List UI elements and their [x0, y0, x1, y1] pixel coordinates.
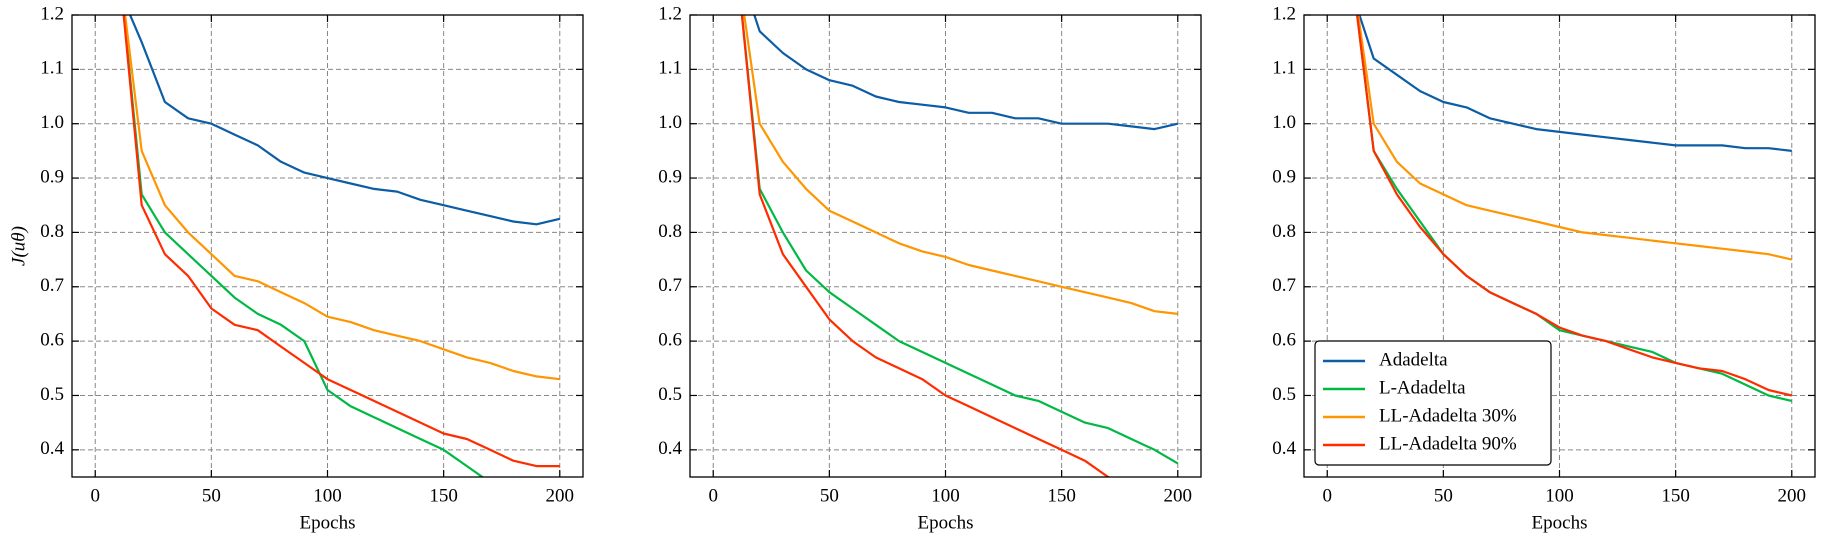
y-tick-label: 1.0 — [658, 112, 682, 133]
x-tick-label: 50 — [1434, 485, 1453, 506]
y-tick-label: 1.1 — [658, 58, 682, 79]
x-tick-label: 200 — [1778, 485, 1807, 506]
y-tick-label: 0.6 — [40, 329, 64, 350]
series-line — [124, 15, 560, 381]
legend-label: LL-Adadelta 30% — [1379, 405, 1517, 426]
x-tick-label: 100 — [1545, 485, 1574, 506]
y-tick-label: 0.8 — [658, 221, 682, 242]
plot-frame — [1303, 14, 1816, 478]
series-line — [128, 15, 561, 226]
x-tick-label: 100 — [931, 485, 960, 506]
x-tick-label: 0 — [708, 485, 718, 506]
series-line — [1356, 15, 1793, 397]
x-tick-label: 50 — [820, 485, 839, 506]
series-line — [740, 15, 1111, 477]
y-tick-label: 0.6 — [1272, 329, 1296, 350]
y-tick-label: 0.8 — [1272, 221, 1296, 242]
x-tick-label: 0 — [1322, 485, 1332, 506]
x-axis-label: Epochs — [300, 512, 356, 533]
plot-frame — [71, 14, 584, 478]
y-tick-label: 0.5 — [658, 384, 682, 405]
series-line — [122, 15, 485, 477]
series-line — [122, 15, 560, 468]
y-tick-label: 0.5 — [1272, 384, 1296, 405]
series-line — [740, 15, 1179, 465]
y-tick-label: 1.1 — [1272, 58, 1296, 79]
panel: 0.4 0.5 0.6 0.7 0.8 0.9 1.0 1.1 1.2 0 50 100 150 200 E… — [8, 3, 584, 533]
series-line — [1358, 15, 1792, 152]
y-tick-label: 1.0 — [40, 112, 64, 133]
y-axis-label: J(uθ) — [8, 226, 29, 266]
y-tick-label: 0.9 — [1272, 166, 1296, 187]
y-tick-label: 0.4 — [658, 438, 682, 459]
legend-box — [1314, 340, 1552, 466]
series-line — [743, 15, 1178, 315]
series-line — [753, 15, 1179, 131]
legend: Adadelta L-Adadelta LL-Adadelta 30% LL-Adad… — [1314, 340, 1552, 466]
series-line — [1357, 15, 1793, 261]
y-tick-label: 0.9 — [658, 166, 682, 187]
panel: 0.4 0.5 0.6 0.7 0.8 0.9 1.0 1.1 1.2 0 50 100 150 200 E… — [1272, 3, 1816, 533]
y-tick-label: 1.2 — [40, 3, 64, 24]
legend-label: LL-Adadelta 90% — [1379, 433, 1517, 454]
legend-label: L-Adadelta — [1379, 377, 1466, 398]
x-tick-label: 150 — [429, 485, 458, 506]
series-line — [1356, 15, 1793, 402]
x-tick-label: 200 — [546, 485, 575, 506]
legend-label: Adadelta — [1379, 349, 1448, 370]
y-tick-label: 0.8 — [40, 221, 64, 242]
y-tick-label: 1.0 — [1272, 112, 1296, 133]
y-tick-label: 0.4 — [1272, 438, 1296, 459]
y-tick-label: 0.7 — [658, 275, 682, 296]
y-tick-label: 0.5 — [40, 384, 64, 405]
y-tick-label: 1.2 — [658, 3, 682, 24]
y-tick-label: 0.7 — [1272, 275, 1296, 296]
y-tick-label: 0.4 — [40, 438, 64, 459]
plot-frame — [689, 14, 1202, 478]
x-tick-label: 200 — [1164, 485, 1193, 506]
x-axis-label: Epochs — [918, 512, 974, 533]
y-tick-label: 0.7 — [40, 275, 64, 296]
y-tick-label: 0.9 — [40, 166, 64, 187]
x-tick-label: 50 — [202, 485, 221, 506]
y-tick-label: 0.6 — [658, 329, 682, 350]
x-tick-label: 150 — [1047, 485, 1076, 506]
x-tick-label: 0 — [90, 485, 100, 506]
y-tick-label: 1.1 — [40, 58, 64, 79]
x-axis-label: Epochs — [1532, 512, 1588, 533]
panel: 0.4 0.5 0.6 0.7 0.8 0.9 1.0 1.1 1.2 0 50 100 150 200 E… — [658, 3, 1202, 533]
x-tick-label: 150 — [1661, 485, 1690, 506]
y-tick-label: 1.2 — [1272, 3, 1296, 24]
x-tick-label: 100 — [313, 485, 342, 506]
